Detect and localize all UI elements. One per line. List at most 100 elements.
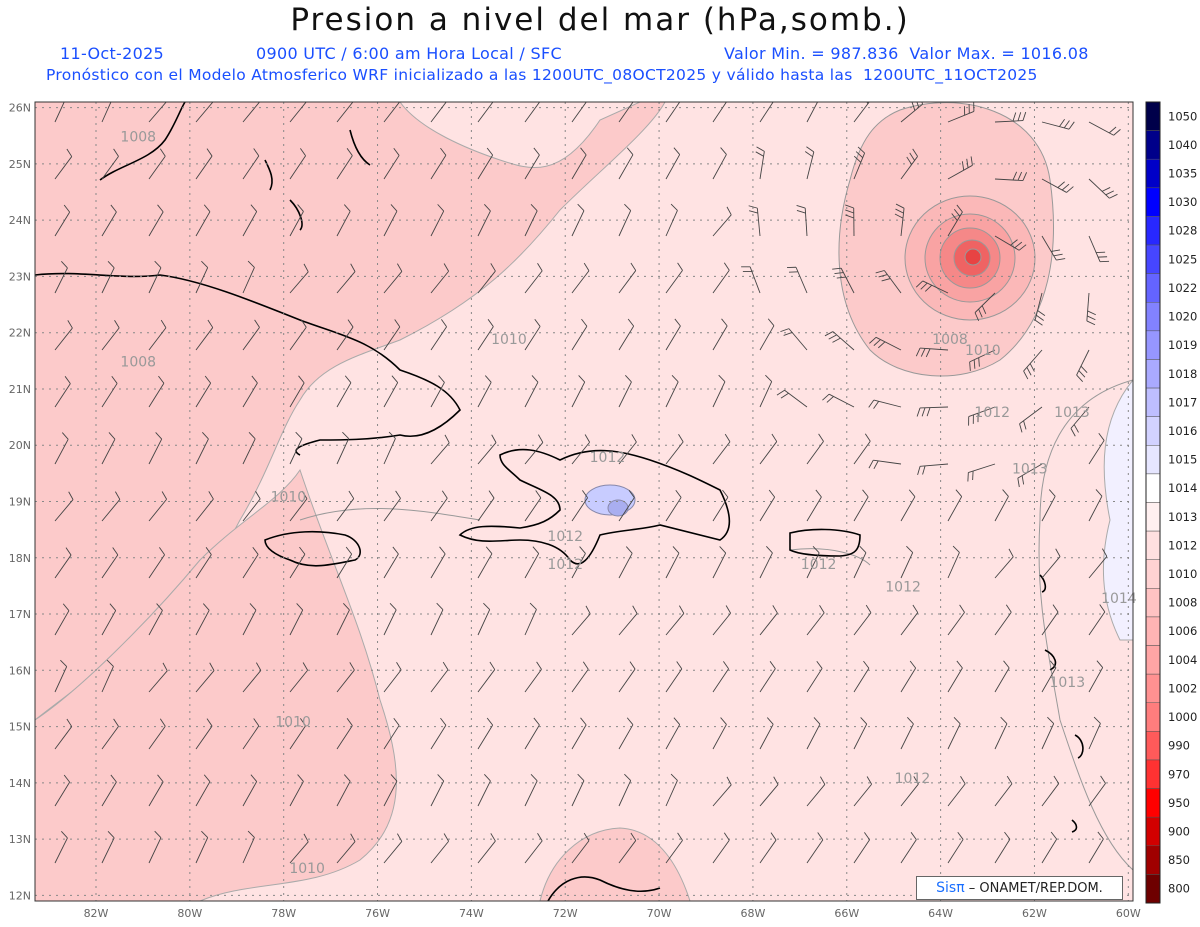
wind-barb-flag (1087, 315, 1096, 321)
wind-barb-flag (723, 262, 730, 271)
lat-tick-label: 25N (9, 158, 31, 171)
wind-barb-staff (148, 102, 167, 123)
legend-swatch (1145, 216, 1161, 246)
wind-barb-staff (430, 270, 449, 294)
wind-barb-staff (289, 841, 309, 864)
wind-barb-flag (159, 148, 166, 157)
wind-barb-flag (1008, 548, 1014, 557)
wind-barb-flag (726, 776, 732, 785)
wind-barb-staff (148, 670, 168, 693)
legend-swatch (1145, 387, 1161, 417)
graticule (35, 102, 1133, 901)
wind-barb-staff (665, 325, 681, 351)
wind-barb-flag (672, 546, 680, 554)
wind-barb-flag (248, 431, 256, 440)
wind-barb-flag (1078, 370, 1086, 378)
wind-barb-flag (806, 146, 815, 153)
wind-barb-flag (343, 204, 351, 212)
wind-barb-staff (994, 667, 1010, 693)
wind-barb-flag (678, 433, 684, 443)
legend-swatch (1145, 244, 1161, 274)
wind-barb-flag (114, 319, 120, 329)
wind-barb-staff (524, 210, 538, 237)
wind-barb-flag (247, 830, 255, 838)
wind-barb-flag (881, 278, 891, 282)
wind-barb-flag (677, 262, 683, 271)
wind-barb-flag (864, 832, 870, 841)
wind-barb-staff (477, 669, 496, 693)
wind-barb-staff (1088, 495, 1103, 522)
color-legend: 1050 1040 1035 1030 1028 1025 1022 1020 1019 1018… (1145, 101, 1197, 904)
wind-barb-flag (107, 260, 115, 269)
wind-barb-staff (336, 725, 353, 750)
contour-label: 1008 (120, 354, 156, 370)
wind-barb-flag (894, 213, 904, 219)
wind-barb-flag (206, 148, 213, 157)
lon-tick-label: 68W (740, 907, 765, 920)
wind-barb-flag (1051, 249, 1061, 252)
wind-barb-staff (383, 382, 399, 408)
wind-barb-flag (756, 146, 765, 152)
wind-barb-flag (583, 92, 588, 99)
wind-barb-flag (673, 147, 681, 155)
wind-barb-flag (873, 460, 879, 470)
wind-barb-staff (54, 726, 73, 750)
wind-barb-staff (947, 723, 961, 750)
wind-barb-flag (822, 393, 830, 401)
wind-barb-staff (806, 784, 826, 807)
wind-barb-staff (947, 496, 963, 522)
wind-barb-flag (443, 833, 450, 842)
wind-barb-flag (111, 375, 118, 384)
legend-swatch (1145, 788, 1161, 818)
wind-barb-staff (148, 837, 162, 864)
wind-barb-flag (393, 147, 400, 156)
wind-barb-staff (853, 668, 870, 693)
wind-barb-staff (806, 668, 823, 693)
wind-barb-flag (720, 717, 727, 725)
wind-barb-flag (163, 93, 167, 101)
wind-barb-flag (969, 361, 971, 371)
wind-barb-flag (866, 92, 871, 100)
wind-barb-flag (488, 490, 495, 499)
wind-barb-staff (900, 783, 919, 807)
wind-barb-staff (947, 552, 960, 579)
wind-barb-flag (484, 375, 492, 383)
coast-lesser-antilles (1039, 574, 1084, 833)
wind-barb-flag (68, 491, 74, 500)
wind-barb-flag (1099, 604, 1106, 613)
wind-barb-flag (1037, 310, 1046, 316)
legend-label: 1004 (1168, 653, 1197, 667)
wind-barb-flag (1097, 831, 1104, 840)
wind-barb-flag (207, 319, 214, 328)
wind-barb-flag (1021, 475, 1025, 485)
wind-barb-flag (582, 490, 588, 499)
wind-barb-flag (344, 375, 352, 383)
wind-barb-flag (812, 545, 820, 554)
wind-barb-flag (1023, 420, 1027, 430)
wind-barb-staff (336, 155, 353, 180)
wind-barb-flag (302, 662, 309, 671)
wind-barb-staff (665, 270, 683, 294)
wind-barb-flag (1059, 118, 1066, 127)
wind-barb-staff (712, 269, 730, 294)
wind-barb-staff (618, 553, 633, 579)
wind-barb-flag (912, 148, 918, 157)
wind-barb-flag (343, 603, 350, 611)
wind-barb-staff (383, 210, 398, 237)
wind-barb-flag (1076, 374, 1084, 382)
legend-swatch (1145, 816, 1161, 847)
wind-barb-flag (624, 773, 632, 781)
wind-barb-staff (759, 612, 778, 636)
wind-barb-staff (994, 839, 1011, 864)
wind-barb-staff (148, 327, 167, 351)
wind-barb-flag (878, 274, 888, 278)
wind-barb-flag (895, 208, 904, 214)
wind-barb-staff (571, 381, 586, 408)
legend-label: 970 (1168, 767, 1190, 781)
wind-barb-staff (430, 840, 449, 864)
wind-barb-flag (205, 547, 212, 555)
wind-barb-staff (101, 499, 121, 522)
wind-barb-staff (1088, 440, 1105, 465)
contour-label: 1012 (801, 557, 837, 573)
wind-barb-flag (748, 205, 758, 209)
